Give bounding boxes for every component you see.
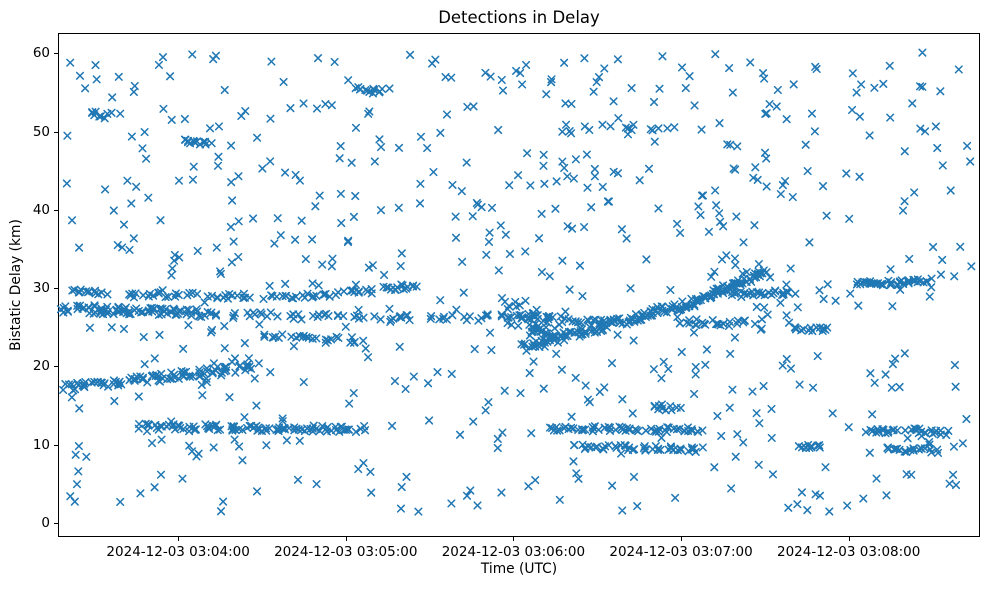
x-tick-label: 2024-12-03 03:07:00 <box>609 544 753 560</box>
chart-title: Detections in Delay <box>438 8 600 27</box>
y-tick-label: 50 <box>32 123 50 140</box>
y-tick-label: 60 <box>32 45 50 62</box>
x-tick-label: 2024-12-03 03:04:00 <box>106 544 250 560</box>
y-tick-label: 10 <box>32 436 50 453</box>
x-tick-label: 2024-12-03 03:05:00 <box>274 544 418 560</box>
y-tick-label: 30 <box>32 280 50 297</box>
y-axis-label: Bistatic Delay (km) <box>8 219 24 351</box>
y-tick-label: 20 <box>32 358 50 375</box>
x-axis-label: Time (UTC) <box>480 561 558 577</box>
x-tick-label: 2024-12-03 03:08:00 <box>776 544 921 560</box>
x-tick-label: 2024-12-03 03:06:00 <box>441 544 586 560</box>
y-tick-label: 0 <box>41 514 50 531</box>
y-tick-label: 40 <box>32 201 50 218</box>
